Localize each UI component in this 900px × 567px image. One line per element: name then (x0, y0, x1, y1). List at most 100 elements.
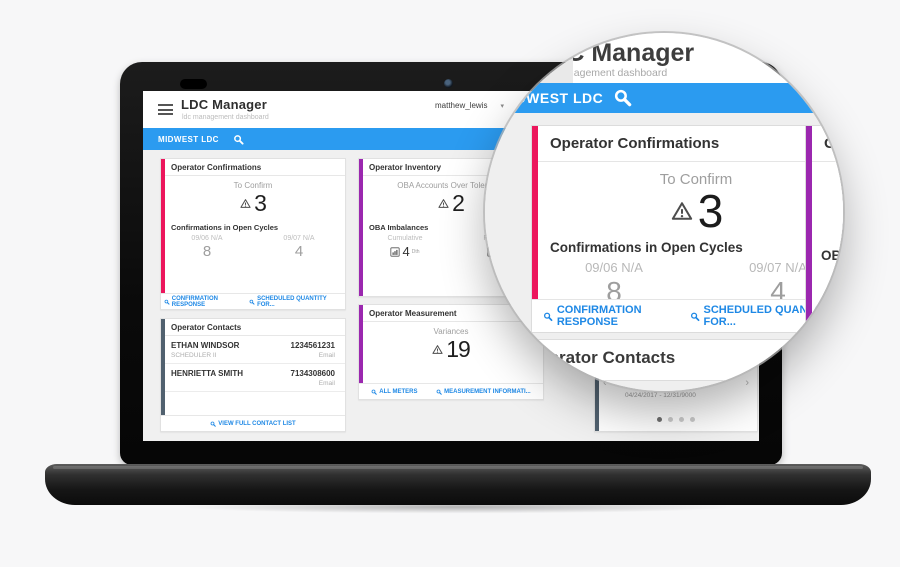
card-accent (359, 159, 363, 296)
cycle-column: 09/07 N/A 4 (253, 235, 345, 260)
card-footer: CONFIRMATION RESPONSE SCHEDULED QUANTITY… (532, 299, 843, 332)
card-accent (161, 159, 165, 309)
magnifier-circle: LDC Manager ldc management dashboard MID… (485, 33, 843, 391)
search-icon (371, 389, 377, 395)
metric-label: To Confirm (233, 181, 273, 190)
imbalance-label: Cumulative (387, 235, 423, 242)
carousel-dot[interactable] (690, 417, 695, 422)
carousel-dot[interactable] (657, 417, 662, 422)
menu-icon[interactable] (158, 104, 173, 118)
contact-name: ETHAN WINDSOR (171, 341, 240, 350)
search-icon (543, 311, 553, 322)
carousel-dot[interactable] (668, 417, 673, 422)
search-icon (249, 299, 255, 305)
metric: 2 (359, 190, 543, 217)
laptop-base (45, 464, 871, 505)
warning-icon (671, 200, 693, 222)
scheduled-quantity-link: SCHEDULED QUANTITY FOR... (690, 304, 843, 328)
confirmation-response-link[interactable]: CONFIRMATION RESPONSE (164, 296, 249, 308)
contact-name: HENRIETTA SMITH (171, 369, 243, 378)
cycle-date: 09/06 N/A (585, 260, 643, 275)
cycle-count: 8 (202, 243, 212, 260)
card-accent (532, 126, 538, 332)
card-title: Operator Contacts (526, 348, 676, 367)
zoom-card-operator-inventory: Operator Inventory OBA Imbalances (805, 125, 843, 333)
measurement-information-link[interactable]: MEASUREMENT INFORMATI... (436, 388, 531, 395)
metric-label: To Confirm (659, 171, 733, 188)
warning-icon (240, 198, 251, 209)
carousel-contact-dates: 04/24/2017 - 12/31/9000 (625, 392, 696, 399)
scheduled-quantity-link[interactable]: SCHEDULED QUANTITY FOR... (249, 296, 342, 308)
zoom-card-operator-confirmations: Operator Confirmations To Confirm 3 Conf… (531, 125, 843, 333)
metric-label: OBA Accounts Over Tolerance (397, 181, 505, 190)
contact-method: Email (318, 380, 335, 387)
card-footer: CONFIRMATION RESPONSE SCHEDULED QUANTITY… (161, 293, 345, 309)
section-label: OBA Imbalances (821, 248, 843, 263)
metric-value: 19 (446, 336, 471, 362)
search-icon (613, 88, 632, 107)
contact-phone: 1234561231 (290, 341, 336, 350)
card-accent (161, 319, 165, 431)
card-title: Operator Inventory (806, 126, 843, 162)
card-operator-contacts: Operator Contacts ETHAN WINDSOR SCHEDULE… (160, 318, 346, 432)
card-title: Operator Inventory (359, 159, 543, 176)
imbalance-unit: Dth (411, 248, 420, 255)
card-operator-confirmations: Operator Confirmations To Confirm 3 Conf… (160, 158, 346, 310)
zoom-clip-patch (485, 33, 573, 83)
bar-chart-icon (390, 247, 400, 257)
card-title: Operator Measurement (359, 305, 543, 322)
webcam (444, 79, 453, 88)
imbalance-metric: 4 Dth (359, 244, 451, 259)
card-title: Operator Confirmations (161, 159, 345, 176)
app-subtitle: ldc management dashboard (182, 114, 269, 121)
section-label: OBA Imbalances (369, 223, 429, 232)
imbalance-value: 4 (402, 244, 410, 259)
metric: 3 (532, 184, 843, 238)
contact-method: Email (318, 352, 335, 359)
username: matthew_lewis (435, 101, 488, 110)
card-accent (806, 126, 812, 332)
cycle-date: 09/07 N/A (283, 235, 315, 242)
imbalance-column: Cumulative 4 Dth (359, 235, 451, 259)
search-icon[interactable] (233, 134, 244, 145)
search-icon (690, 311, 700, 322)
search-icon (164, 299, 170, 305)
cycle-date: 09/06 N/A (191, 235, 223, 242)
zoom-nav-bar: MIDWEST LDC (485, 83, 843, 113)
view-full-contact-list-link[interactable]: VIEW FULL CONTACT LIST (210, 420, 296, 427)
zoom-nav-company-label: MIDWEST LDC (499, 90, 604, 106)
metric-label: Variances (433, 327, 469, 336)
carousel-dots (595, 417, 757, 422)
contact-phone: 7134308600 (290, 369, 336, 378)
card-footer: VIEW FULL CONTACT LIST (161, 415, 345, 431)
section-label: Confirmations in Open Cycles (550, 240, 743, 255)
contact-role: SCHEDULER II (171, 352, 217, 359)
warning-icon (432, 344, 443, 355)
card-title: Operator Contacts (161, 319, 345, 336)
warning-icon (438, 198, 449, 209)
metric: 19 (359, 336, 543, 363)
card-title: Operator Confirmations (532, 126, 843, 162)
carousel-dot[interactable] (679, 417, 684, 422)
search-icon (436, 389, 442, 395)
zoom-card-operator-contacts: Operator Contacts (495, 339, 843, 381)
metric-value: 2 (452, 190, 465, 216)
metric-value: 3 (697, 185, 724, 237)
cycle-column: 09/06 N/A 8 (161, 235, 253, 260)
search-icon (210, 421, 216, 427)
contact-row: HENRIETTA SMITH 7134308600 Email (161, 364, 345, 392)
app-title: LDC Manager (181, 97, 267, 112)
zoom-app-header: LDC Manager ldc management dashboard (485, 33, 843, 83)
cycle-count: 4 (294, 243, 304, 260)
cycle-date: 09/07 N/A (749, 260, 807, 275)
metric: 3 (161, 190, 345, 217)
card-accent (359, 305, 363, 399)
contact-row: ETHAN WINDSOR SCHEDULER II 1234561231 Em… (161, 336, 345, 364)
zoom-dashboard: Operator Confirmations To Confirm 3 Conf… (485, 113, 843, 391)
section-label: Confirmations in Open Cycles (171, 223, 279, 232)
bezel-slot (180, 79, 207, 89)
nav-company-label: MIDWEST LDC (158, 134, 219, 144)
all-meters-link[interactable]: ALL METERS (371, 388, 418, 395)
cycle-columns: 09/06 N/A 8 09/07 N/A 4 (161, 235, 345, 260)
